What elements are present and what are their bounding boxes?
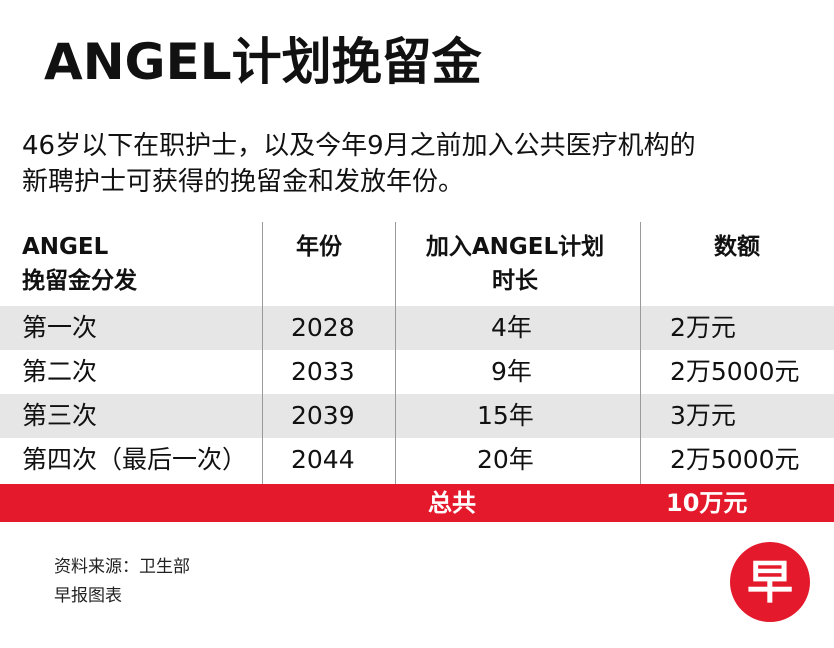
cell-payout: 第一次: [22, 313, 98, 342]
cell-year: 2028: [291, 313, 355, 342]
header-year: 年份: [296, 234, 342, 260]
zaobao-logo-icon: 早: [730, 542, 810, 622]
cell-amount: 3万元: [670, 401, 736, 430]
cell-duration: 4年: [491, 313, 532, 342]
cell-duration: 20年: [477, 445, 534, 474]
retention-bonus-table: 第一次 2028 4年 2万元 第二次 2033 9年 2万5000元 第三次 …: [0, 222, 834, 522]
header-duration: 加入ANGEL计划 时长: [425, 234, 605, 294]
cell-amount: 2万5000元: [670, 445, 800, 474]
page-title: ANGEL计划挽留金: [44, 33, 482, 91]
table-row: 第四次（最后一次） 2044 20年 2万5000元: [0, 438, 834, 482]
subtitle-line-1: 46岁以下在职护士，以及今年9月之前加入公共医疗机构的: [22, 131, 696, 161]
table-row: 第三次 2039 15年 3万元: [0, 394, 834, 438]
total-label: 总共: [428, 489, 476, 517]
column-divider: [262, 222, 263, 484]
cell-payout: 第二次: [22, 357, 98, 386]
cell-duration: 9年: [491, 357, 532, 386]
subtitle: 46岁以下在职护士，以及今年9月之前加入公共医疗机构的 新聘护士可获得的挽留金和…: [22, 128, 822, 200]
cell-payout: 第三次: [22, 401, 98, 430]
cell-duration: 15年: [477, 401, 534, 430]
cell-amount: 2万5000元: [670, 357, 800, 386]
footer: 资料来源：卫生部 早报图表: [54, 553, 190, 611]
cell-year: 2039: [291, 401, 355, 430]
cell-year: 2033: [291, 357, 355, 386]
column-divider: [640, 222, 641, 484]
credit-note: 早报图表: [54, 586, 122, 606]
logo-glyph: 早: [747, 555, 793, 609]
cell-year: 2044: [291, 445, 355, 474]
column-divider: [395, 222, 396, 484]
cell-payout: 第四次（最后一次）: [22, 445, 248, 474]
subtitle-line-2: 新聘护士可获得的挽留金和发放年份。: [22, 167, 465, 197]
header-payout: ANGEL 挽留金分发: [22, 234, 137, 294]
table-row: 第二次 2033 9年 2万5000元: [0, 350, 834, 394]
table-row: 第一次 2028 4年 2万元: [0, 306, 834, 350]
total-amount: 10万元: [666, 489, 748, 517]
source-note: 资料来源：卫生部: [54, 557, 190, 577]
header-amount: 数额: [714, 234, 760, 260]
logo-circle: [730, 542, 810, 622]
total-row: 总共 10万元: [0, 484, 834, 522]
cell-amount: 2万元: [670, 313, 736, 342]
